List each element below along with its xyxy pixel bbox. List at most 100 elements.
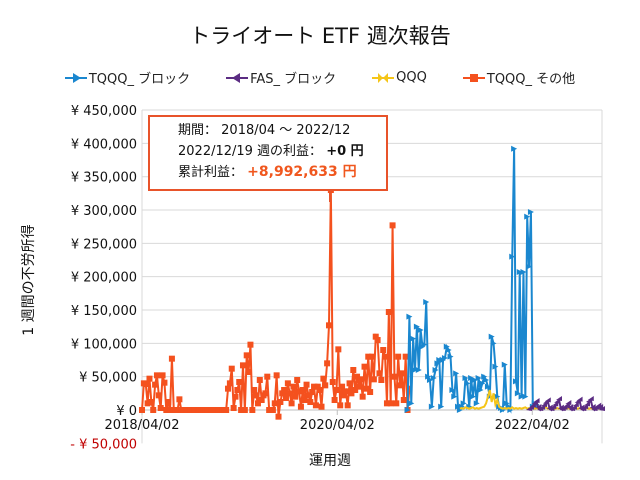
data-point-triangle: [455, 403, 462, 410]
data-point-square: [361, 363, 368, 370]
legend-marker-square-icon: [462, 73, 485, 82]
data-point-triangle: [460, 400, 467, 407]
data-point-square: [290, 383, 297, 390]
data-point-triangle: [511, 145, 518, 152]
data-point-triangle: [524, 213, 531, 220]
data-point-triangle: [462, 375, 469, 382]
data-point-square: [279, 390, 286, 397]
data-point-triangle: [469, 393, 476, 400]
data-point-square: [163, 407, 170, 413]
data-point-bowtie: [522, 404, 529, 411]
data-point-triangle: [468, 375, 475, 382]
y-tick-label: ¥ 300,000: [71, 204, 137, 219]
series-line-0: [406, 148, 540, 414]
data-point-bowtie: [466, 405, 473, 412]
data-point-square: [301, 397, 308, 404]
data-point-square: [273, 372, 280, 379]
legend-item-tqqq-other: TQQQ_ その他: [462, 68, 575, 87]
data-point-triangle: [410, 335, 417, 342]
data-point-triangle: [428, 403, 435, 410]
data-point-square: [372, 333, 379, 340]
x-axis-title: 運用週: [309, 453, 351, 469]
x-tick-label: 2020/04/02: [300, 418, 375, 433]
legend-marker-triangle-left-icon: [226, 72, 249, 83]
data-point-bowtie: [464, 405, 471, 412]
data-point-square: [167, 407, 174, 413]
data-point-square: [325, 322, 332, 329]
data-point-triangle: [490, 340, 497, 347]
data-point-bowtie: [456, 405, 463, 412]
data-point-square: [365, 353, 372, 360]
data-point-triangle: [544, 397, 551, 403]
data-point-bowtie: [531, 405, 538, 412]
data-point-square: [139, 407, 145, 413]
data-point-square: [234, 387, 241, 394]
data-point-bowtie: [477, 405, 484, 412]
chart-title: トライオート ETF 週次報告: [189, 24, 451, 48]
data-point-triangle: [425, 373, 432, 380]
data-point-bowtie: [490, 390, 497, 397]
data-point-square: [176, 396, 183, 403]
data-point-square: [239, 362, 246, 369]
data-point-bowtie: [507, 405, 514, 412]
data-point-triangle: [449, 387, 456, 394]
data-point-square: [225, 385, 232, 392]
total-profit-value: +8,992,633 円: [247, 164, 357, 180]
data-point-triangle: [501, 361, 508, 368]
data-point-square: [333, 387, 340, 394]
data-point-square: [142, 381, 149, 388]
data-point-square: [309, 389, 316, 396]
total-row: 累計利益： +8,992,633 円: [150, 162, 386, 183]
data-point-triangle: [567, 404, 574, 410]
data-point-triangle: [518, 393, 525, 400]
y-tick-label: ¥ 50,000: [79, 371, 137, 386]
data-point-square: [232, 393, 239, 400]
data-point-square: [256, 377, 263, 384]
data-point-bowtie: [520, 405, 527, 412]
data-point-square: [258, 397, 265, 404]
data-point-triangle: [494, 393, 501, 400]
data-point-square: [245, 369, 252, 376]
y-tick-label: ¥ 100,000: [71, 337, 137, 352]
period-label: 期間：: [178, 123, 218, 138]
data-point-triangle: [412, 367, 419, 374]
data-point-triangle: [415, 367, 422, 374]
data-point-triangle: [555, 396, 562, 402]
data-point-square: [241, 407, 248, 413]
legend-item-qqq: QQQ: [372, 68, 427, 87]
data-point-square: [159, 372, 166, 379]
data-point-square: [249, 407, 256, 413]
x-tick-label: 2018/04/02: [105, 418, 180, 433]
data-point-square: [314, 383, 321, 390]
data-point-square: [312, 402, 319, 409]
data-point-square: [369, 353, 375, 360]
data-point-square: [299, 387, 306, 394]
data-point-triangle: [406, 313, 413, 320]
data-point-bowtie: [475, 405, 482, 412]
data-point-square: [238, 407, 245, 413]
data-point-square: [406, 385, 413, 392]
data-point-square: [292, 393, 299, 400]
data-point-bowtie: [481, 403, 488, 410]
data-point-triangle: [436, 357, 443, 364]
data-point-square: [150, 407, 157, 413]
period-value: 2018/04 ～ 2022/12: [221, 123, 351, 138]
data-point-square: [155, 392, 162, 399]
data-point-triangle: [471, 377, 478, 384]
data-point-bowtie: [488, 399, 495, 406]
data-point-bowtie: [554, 405, 561, 412]
data-point-square: [247, 341, 254, 348]
data-point-bowtie: [492, 401, 499, 408]
data-point-bowtie: [518, 405, 525, 412]
data-point-bowtie: [484, 393, 491, 400]
legend: TQQQ_ ブロック FAS_ ブロック QQQ TQQQ_ その他: [0, 68, 640, 87]
data-point-square: [393, 400, 400, 407]
data-point-bowtie: [473, 405, 480, 412]
data-point-square: [277, 399, 284, 406]
data-point-triangle: [441, 355, 448, 362]
data-point-square: [146, 375, 153, 382]
data-point-square: [329, 379, 336, 386]
data-point-square: [157, 405, 164, 412]
data-point-square: [152, 381, 159, 388]
data-point-bowtie: [458, 405, 465, 412]
